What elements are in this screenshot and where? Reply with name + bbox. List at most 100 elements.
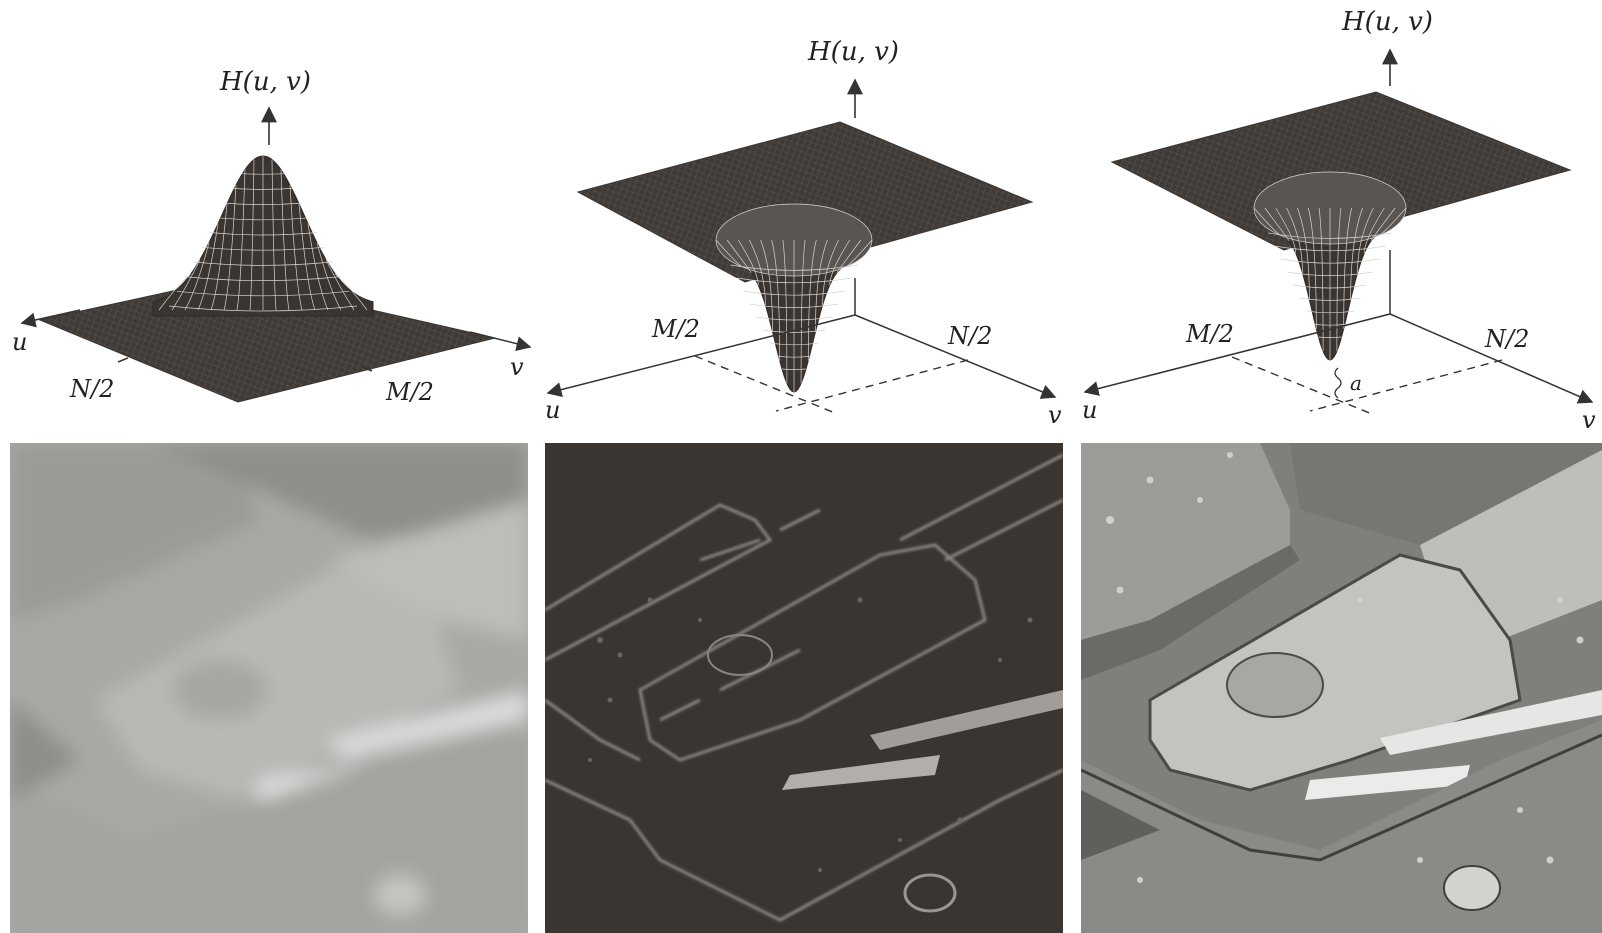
dash-1 xyxy=(694,355,836,414)
mesh-line xyxy=(307,223,329,311)
mesh-line xyxy=(249,159,255,311)
emphasis-well xyxy=(1253,171,1407,361)
v-label-1: v xyxy=(510,353,524,381)
mesh-line xyxy=(197,223,219,311)
mesh-line xyxy=(822,239,839,306)
bright-shard-1 xyxy=(870,690,1063,750)
mesh-line xyxy=(184,276,342,281)
mesh-line xyxy=(807,239,817,361)
lowpass-result-image xyxy=(10,443,528,933)
mesh-line xyxy=(240,173,286,175)
mesh-line xyxy=(1299,297,1361,301)
mesh-line xyxy=(210,203,228,311)
mesh-line xyxy=(829,239,850,286)
mesh-line xyxy=(1268,232,1392,239)
mesh-line xyxy=(280,169,290,311)
mesh-line xyxy=(1275,207,1297,254)
mesh-line xyxy=(760,239,773,332)
mesh-line xyxy=(298,203,316,311)
mesh-line xyxy=(782,239,788,384)
mesh-line xyxy=(316,242,342,311)
h-label-1: H(u, v) xyxy=(219,67,311,97)
offset-brace xyxy=(1334,367,1342,399)
mesh-line xyxy=(334,273,368,311)
tick-m2 xyxy=(361,366,373,372)
mesh-line xyxy=(781,368,807,370)
h-label-3: H(u, v) xyxy=(1341,7,1433,37)
u-axis-arrow xyxy=(546,314,856,397)
mesh-line xyxy=(168,305,358,312)
mesh-line xyxy=(271,159,277,311)
emphasis-result-image xyxy=(1081,443,1602,933)
mesh-line xyxy=(1350,207,1363,300)
panel-lowpass-surface: H(u, v) u v N/2 M/2 xyxy=(12,67,532,406)
mesh-line xyxy=(1307,207,1317,329)
mesh-line xyxy=(775,355,813,358)
mesh-line xyxy=(1274,245,1386,252)
u-label-1: u xyxy=(12,328,27,356)
h-label-2: H(u, v) xyxy=(807,37,899,67)
mesh-line xyxy=(1286,207,1303,274)
half-left-label-1: N/2 xyxy=(69,375,114,403)
mesh-line xyxy=(200,246,326,251)
mesh-line xyxy=(1280,258,1380,264)
mesh-line xyxy=(1264,207,1290,242)
half-right-label-2: N/2 xyxy=(947,322,992,350)
mesh-line xyxy=(192,261,334,266)
mesh-line xyxy=(769,342,819,346)
v-axis-arrow xyxy=(1389,313,1594,404)
dash-2 xyxy=(775,359,969,412)
mesh-line xyxy=(738,239,759,286)
offset-label: a xyxy=(1350,371,1362,395)
half-left-label-2: M/2 xyxy=(651,315,700,343)
top-plane xyxy=(576,121,1034,283)
top-plane xyxy=(1110,91,1572,251)
mesh-line xyxy=(726,239,752,274)
mesh-line xyxy=(224,202,302,205)
half-right-label-1: M/2 xyxy=(385,378,434,406)
gaussian-peak xyxy=(152,155,374,317)
v-axis-arrow xyxy=(854,314,1057,399)
mesh-line xyxy=(184,242,210,311)
mesh-line xyxy=(1293,284,1367,289)
v-axis-arrow xyxy=(469,331,532,352)
mesh-line xyxy=(1286,271,1374,276)
mesh-line xyxy=(1311,323,1349,326)
dash-1 xyxy=(1231,356,1373,415)
u-label-3: u xyxy=(1082,396,1097,424)
mesh-line xyxy=(158,273,192,311)
mesh-line xyxy=(800,239,806,384)
mesh-line xyxy=(216,217,310,221)
mesh-line xyxy=(1297,207,1310,300)
mesh-line xyxy=(1370,207,1396,242)
bright-shard-2 xyxy=(782,755,940,790)
mesh-line xyxy=(208,232,318,236)
mesh-line xyxy=(1318,336,1342,338)
mesh-line xyxy=(289,185,303,311)
mesh-line xyxy=(1357,207,1374,274)
mesh-line xyxy=(743,290,845,296)
mesh-line xyxy=(756,316,832,321)
mesh-line xyxy=(762,329,826,333)
mesh-line xyxy=(223,185,237,311)
mesh-line xyxy=(1363,207,1385,254)
mesh-line xyxy=(815,239,828,332)
u-label-2: u xyxy=(545,396,560,424)
dash-2 xyxy=(1309,359,1503,412)
mesh-line xyxy=(176,290,350,297)
panel-highpass-surface: H(u, v) u v M/2 N/2 xyxy=(545,37,1062,429)
u-axis-arrow xyxy=(1083,313,1391,396)
mesh-line xyxy=(236,169,246,311)
mesh-line xyxy=(736,277,852,284)
mesh-line xyxy=(1305,310,1355,314)
half-right-label-3: N/2 xyxy=(1484,325,1529,353)
tick-n2 xyxy=(117,357,129,363)
mesh-line xyxy=(836,239,862,274)
mesh-line xyxy=(771,239,781,361)
mesh-line xyxy=(1343,207,1353,329)
v-label-2: v xyxy=(1048,401,1062,429)
mesh-line xyxy=(730,264,858,271)
mesh-line xyxy=(232,188,294,190)
highpass-result-image xyxy=(545,443,1063,933)
